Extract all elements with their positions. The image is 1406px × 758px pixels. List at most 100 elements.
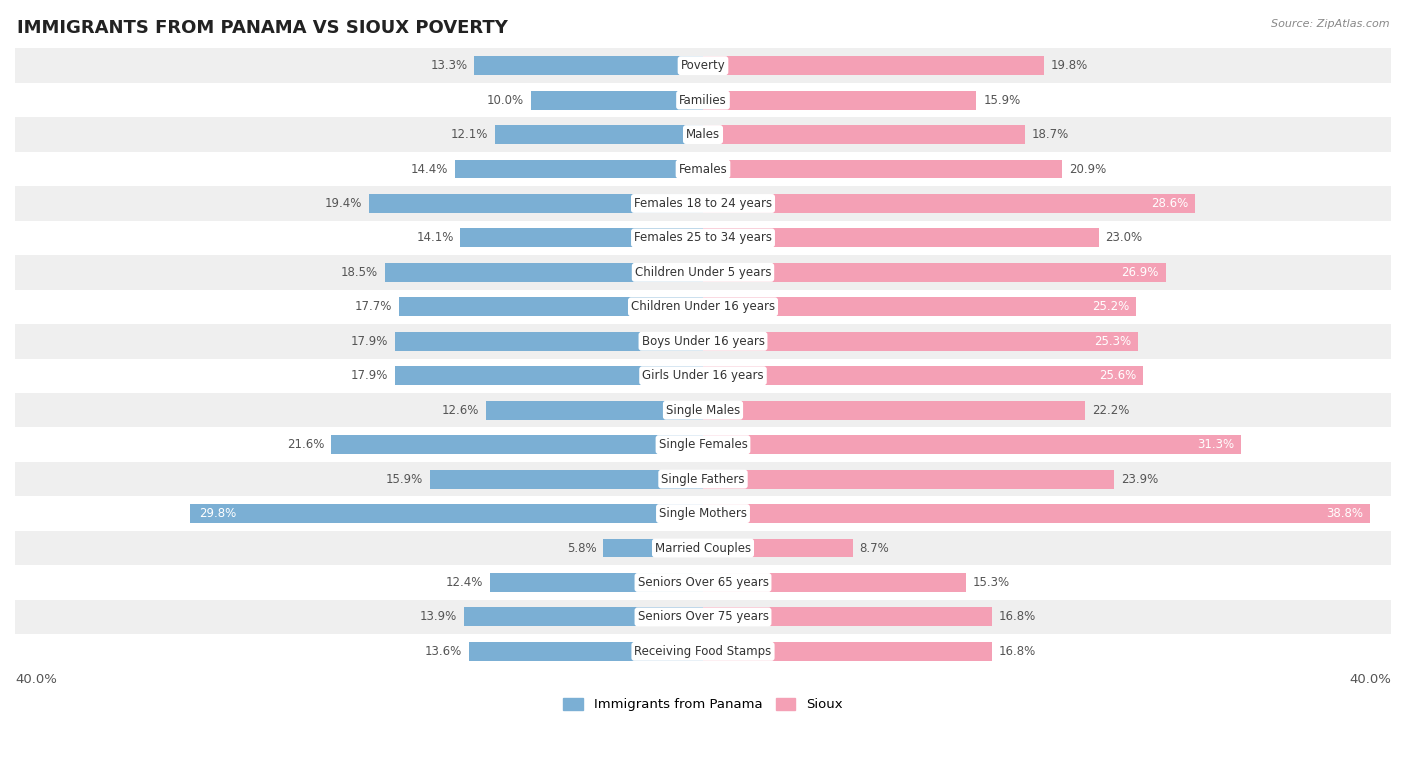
Text: Source: ZipAtlas.com: Source: ZipAtlas.com: [1271, 19, 1389, 29]
Bar: [370, 194, 703, 213]
Text: Seniors Over 75 years: Seniors Over 75 years: [637, 610, 769, 623]
Text: Families: Families: [679, 93, 727, 107]
Text: 14.1%: 14.1%: [416, 231, 454, 244]
Bar: [15, 290, 1391, 324]
Text: 13.9%: 13.9%: [420, 610, 457, 623]
Bar: [15, 531, 1391, 565]
Text: 17.7%: 17.7%: [354, 300, 392, 313]
Text: 14.4%: 14.4%: [411, 162, 449, 176]
Text: 16.8%: 16.8%: [998, 645, 1036, 658]
Bar: [461, 228, 703, 247]
Bar: [703, 56, 1043, 75]
Bar: [703, 159, 1063, 178]
Legend: Immigrants from Panama, Sioux: Immigrants from Panama, Sioux: [558, 693, 848, 716]
Text: 15.3%: 15.3%: [973, 576, 1010, 589]
Text: 40.0%: 40.0%: [15, 673, 56, 686]
Text: Single Fathers: Single Fathers: [661, 472, 745, 486]
Bar: [15, 565, 1391, 600]
Text: 29.8%: 29.8%: [200, 507, 236, 520]
Bar: [15, 496, 1391, 531]
Bar: [464, 607, 703, 626]
Bar: [703, 401, 1085, 420]
Bar: [703, 642, 993, 661]
Bar: [703, 91, 977, 110]
Bar: [190, 504, 703, 523]
Bar: [495, 125, 703, 144]
Bar: [703, 538, 852, 557]
Text: Married Couples: Married Couples: [655, 541, 751, 555]
Text: Boys Under 16 years: Boys Under 16 years: [641, 335, 765, 348]
Bar: [703, 470, 1114, 489]
Text: 13.3%: 13.3%: [430, 59, 467, 72]
Bar: [531, 91, 703, 110]
Bar: [15, 359, 1391, 393]
Text: Females 25 to 34 years: Females 25 to 34 years: [634, 231, 772, 244]
Text: 19.4%: 19.4%: [325, 197, 363, 210]
Bar: [474, 56, 703, 75]
Text: 21.6%: 21.6%: [287, 438, 325, 451]
Text: Single Males: Single Males: [666, 404, 740, 417]
Bar: [703, 504, 1371, 523]
Text: 18.7%: 18.7%: [1032, 128, 1069, 141]
Bar: [15, 221, 1391, 255]
Text: 12.6%: 12.6%: [441, 404, 479, 417]
Text: 25.3%: 25.3%: [1094, 335, 1132, 348]
Text: 38.8%: 38.8%: [1326, 507, 1364, 520]
Bar: [15, 428, 1391, 462]
Bar: [332, 435, 703, 454]
Text: 16.8%: 16.8%: [998, 610, 1036, 623]
Text: 8.7%: 8.7%: [859, 541, 889, 555]
Text: 40.0%: 40.0%: [1350, 673, 1391, 686]
Text: 19.8%: 19.8%: [1050, 59, 1088, 72]
Text: 26.9%: 26.9%: [1122, 266, 1159, 279]
Text: Males: Males: [686, 128, 720, 141]
Text: Children Under 16 years: Children Under 16 years: [631, 300, 775, 313]
Bar: [385, 263, 703, 282]
Text: 5.8%: 5.8%: [567, 541, 596, 555]
Text: 20.9%: 20.9%: [1070, 162, 1107, 176]
Bar: [456, 159, 703, 178]
Bar: [703, 194, 1195, 213]
Text: Females 18 to 24 years: Females 18 to 24 years: [634, 197, 772, 210]
Text: 22.2%: 22.2%: [1091, 404, 1129, 417]
Bar: [486, 401, 703, 420]
Bar: [15, 634, 1391, 669]
Bar: [703, 366, 1143, 385]
Bar: [703, 297, 1136, 316]
Bar: [603, 538, 703, 557]
Text: Single Mothers: Single Mothers: [659, 507, 747, 520]
Text: 23.0%: 23.0%: [1105, 231, 1143, 244]
Text: Poverty: Poverty: [681, 59, 725, 72]
Bar: [15, 186, 1391, 221]
Text: 17.9%: 17.9%: [352, 335, 388, 348]
Text: 25.6%: 25.6%: [1099, 369, 1136, 382]
Text: Children Under 5 years: Children Under 5 years: [634, 266, 772, 279]
Text: Females: Females: [679, 162, 727, 176]
Text: 18.5%: 18.5%: [340, 266, 378, 279]
Text: 12.1%: 12.1%: [451, 128, 488, 141]
Text: IMMIGRANTS FROM PANAMA VS SIOUX POVERTY: IMMIGRANTS FROM PANAMA VS SIOUX POVERTY: [17, 19, 508, 37]
Bar: [470, 642, 703, 661]
Text: 15.9%: 15.9%: [983, 93, 1021, 107]
Text: Seniors Over 65 years: Seniors Over 65 years: [637, 576, 769, 589]
Bar: [703, 263, 1166, 282]
Bar: [15, 117, 1391, 152]
Bar: [398, 297, 703, 316]
Text: 31.3%: 31.3%: [1198, 438, 1234, 451]
Bar: [703, 125, 1025, 144]
Text: Receiving Food Stamps: Receiving Food Stamps: [634, 645, 772, 658]
Bar: [15, 462, 1391, 496]
Bar: [15, 152, 1391, 186]
Text: 13.6%: 13.6%: [425, 645, 463, 658]
Text: 25.2%: 25.2%: [1092, 300, 1129, 313]
Bar: [703, 607, 993, 626]
Bar: [15, 49, 1391, 83]
Bar: [15, 393, 1391, 428]
Text: 17.9%: 17.9%: [352, 369, 388, 382]
Bar: [395, 332, 703, 351]
Text: 28.6%: 28.6%: [1150, 197, 1188, 210]
Bar: [703, 573, 966, 592]
Bar: [703, 435, 1241, 454]
Bar: [703, 332, 1139, 351]
Bar: [15, 600, 1391, 634]
